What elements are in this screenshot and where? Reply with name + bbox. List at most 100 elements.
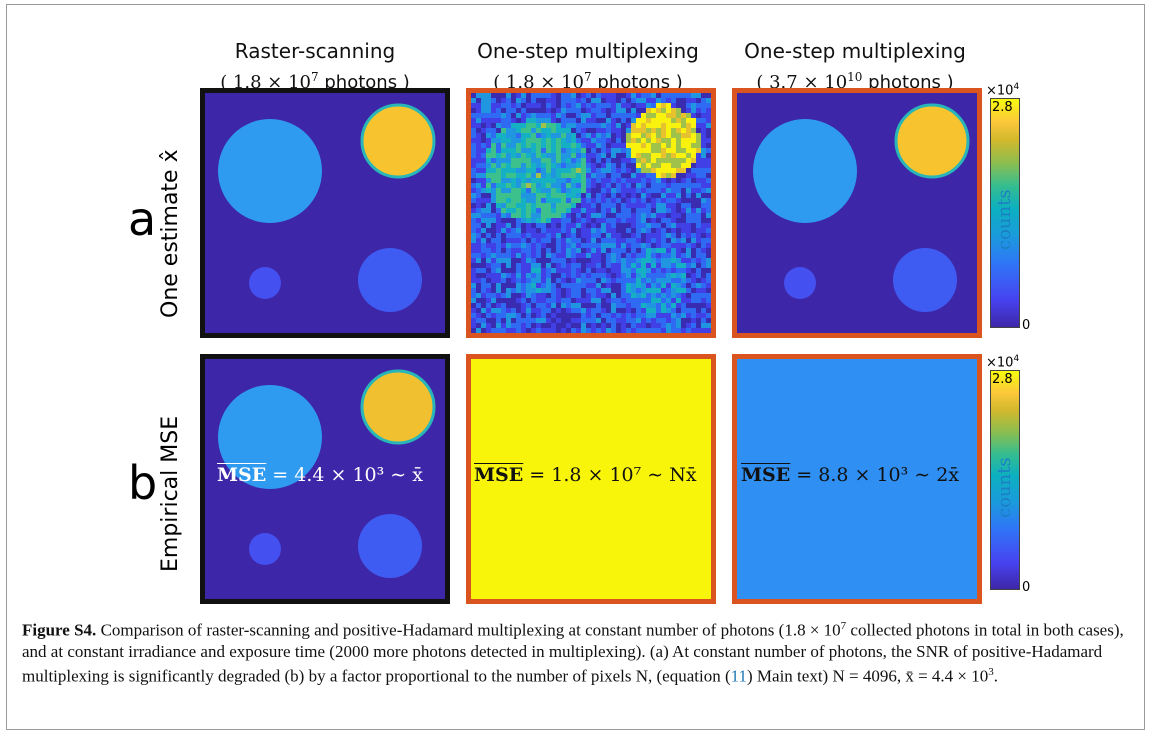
noise-pixel (486, 173, 492, 179)
noise-pixel (571, 283, 577, 289)
noise-pixel (606, 253, 612, 259)
noise-pixel (606, 288, 612, 294)
noise-pixel (701, 178, 707, 184)
noise-pixel (686, 93, 692, 99)
noise-pixel (591, 258, 597, 264)
noise-pixel (591, 248, 597, 254)
noise-pixel (691, 133, 697, 139)
noise-pixel (576, 278, 582, 284)
noise-pixel (571, 228, 577, 234)
noise-pixel (591, 178, 597, 184)
noise-pixel (586, 128, 592, 134)
noise-pixel (701, 168, 707, 174)
noise-pixel (611, 188, 617, 194)
noise-pixel (561, 153, 567, 159)
noise-pixel (471, 323, 477, 329)
noise-pixel (531, 118, 537, 124)
noise-pixel (606, 133, 612, 139)
noise-pixel (551, 263, 557, 269)
noise-pixel (566, 123, 572, 129)
noise-pixel (671, 118, 677, 124)
noise-pixel (661, 193, 667, 199)
noise-pixel (661, 318, 667, 324)
noise-pixel (606, 223, 612, 229)
noise-pixel (471, 103, 477, 109)
noise-pixel (566, 93, 572, 99)
noise-pixel (536, 243, 542, 249)
noise-pixel (681, 128, 687, 134)
noise-pixel (576, 173, 582, 179)
noise-pixel (611, 308, 617, 314)
noise-pixel (531, 168, 537, 174)
noise-pixel (496, 158, 502, 164)
noise-pixel (511, 238, 517, 244)
noise-pixel (606, 103, 612, 109)
noise-pixel (516, 163, 522, 169)
noise-pixel (506, 148, 512, 154)
noise-pixel (576, 123, 582, 129)
noise-pixel (481, 298, 487, 304)
noise-pixel (611, 158, 617, 164)
noise-pixel (646, 263, 652, 269)
noise-pixel (546, 293, 552, 299)
noise-pixel (646, 293, 652, 299)
noise-pixel (481, 118, 487, 124)
noise-pixel (646, 218, 652, 224)
noise-pixel (476, 243, 482, 249)
noise-pixel (706, 188, 711, 194)
noise-pixel (486, 193, 492, 199)
equation-link[interactable]: 11 (730, 666, 747, 686)
noise-pixel (541, 223, 547, 229)
noise-pixel (651, 293, 657, 299)
noise-pixel (526, 328, 532, 333)
noise-pixel (626, 93, 632, 99)
noise-pixel (606, 113, 612, 119)
noise-pixel (546, 248, 552, 254)
noise-pixel (641, 203, 647, 209)
noise-pixel (501, 103, 507, 109)
noise-pixel (541, 163, 547, 169)
noise-pixel (471, 98, 477, 104)
noise-pixel (511, 148, 517, 154)
noise-pixel (706, 293, 711, 299)
noise-pixel (631, 133, 637, 139)
noise-pixel (656, 123, 662, 129)
panel-a-raster (200, 88, 450, 338)
noise-pixel (526, 303, 532, 309)
noise-pixel (636, 198, 642, 204)
noise-pixel (521, 173, 527, 179)
noise-pixel (606, 298, 612, 304)
noise-pixel (556, 133, 562, 139)
noise-pixel (626, 318, 632, 324)
noise-pixel (601, 233, 607, 239)
noise-pixel (526, 158, 532, 164)
noise-pixel (536, 93, 542, 99)
noise-pixel (601, 328, 607, 333)
noise-pixel (656, 208, 662, 214)
noise-pixel (621, 163, 627, 169)
noise-pixel (611, 328, 617, 333)
noise-pixel (556, 308, 562, 314)
noise-pixel (511, 243, 517, 249)
noise-pixel (491, 213, 497, 219)
noise-pixel (701, 203, 707, 209)
noise-pixel (641, 318, 647, 324)
noise-pixel (486, 103, 492, 109)
noise-pixel (566, 323, 572, 329)
noise-pixel (476, 163, 482, 169)
noise-pixel (556, 163, 562, 169)
noise-pixel (661, 283, 667, 289)
noise-pixel (601, 173, 607, 179)
noise-pixel (586, 243, 592, 249)
noise-pixel (611, 288, 617, 294)
noise-pixel (546, 258, 552, 264)
noise-pixel (566, 138, 572, 144)
noise-pixel (506, 158, 512, 164)
noise-pixel (611, 273, 617, 279)
noise-pixel (646, 118, 652, 124)
noise-pixel (601, 203, 607, 209)
noise-pixel (601, 303, 607, 309)
noise-pixel (551, 258, 557, 264)
noise-pixel (481, 228, 487, 234)
noise-pixel (551, 298, 557, 304)
